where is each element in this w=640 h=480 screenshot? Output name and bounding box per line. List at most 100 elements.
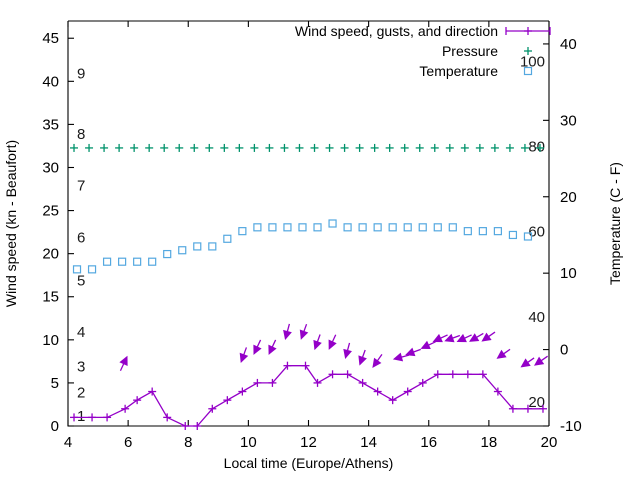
temperature-marker — [508, 230, 518, 240]
temperature-marker — [313, 223, 322, 232]
y-left-axis-title: Wind speed (kn - Beaufort) — [3, 140, 19, 307]
beaufort-label-2: 2 — [77, 385, 85, 402]
temperature-marker — [418, 223, 427, 232]
legend-marker-temperature — [523, 66, 533, 76]
temperature-marker — [87, 265, 97, 274]
wind-direction-arrow-head — [253, 344, 262, 355]
y-left-tick-label-10: 10 — [42, 332, 59, 349]
y-left-tick-label-20: 20 — [42, 246, 59, 263]
wind-direction-arrow-head — [444, 333, 455, 343]
temperature-marker — [448, 223, 457, 232]
wind-direction-arrow-head — [392, 352, 404, 362]
y-left-tick-label-0: 0 — [51, 418, 59, 435]
fahrenheit-label-100: 100 — [520, 54, 545, 71]
temperature-marker — [102, 257, 112, 266]
beaufort-label-8: 8 — [77, 126, 85, 143]
wind-direction-arrow-head — [328, 339, 337, 350]
temperature-marker — [493, 227, 502, 236]
temperature-marker — [193, 242, 202, 251]
beaufort-label-5: 5 — [77, 273, 85, 290]
wind-direction-arrow-head — [520, 358, 531, 368]
wind-direction-arrow-head — [496, 349, 507, 359]
x-tick-label-16: 16 — [420, 434, 437, 451]
temperature-marker — [433, 223, 442, 232]
wind-direction-arrow-head — [283, 329, 292, 341]
temperature-marker — [373, 223, 382, 232]
y-right-tick-label-30: 30 — [560, 112, 577, 129]
y-right-tick-label-40: 40 — [560, 36, 577, 53]
temperature-marker — [163, 249, 172, 259]
temperature-marker — [358, 223, 367, 232]
wind-direction-arrow-head — [481, 332, 492, 342]
y-left-tick-label-40: 40 — [42, 73, 59, 90]
y-left-tick-label-15: 15 — [42, 289, 59, 306]
wind-speed-line — [74, 365, 543, 427]
temperature-marker — [238, 227, 247, 236]
wind-direction-arrow-head — [469, 333, 480, 342]
temperature-marker — [343, 223, 352, 232]
beaufort-label-7: 7 — [77, 178, 85, 195]
wind-direction-arrow-head — [432, 333, 443, 343]
wind-direction-arrow-head — [358, 355, 367, 366]
temperature-marker — [223, 234, 232, 243]
temperature-marker — [298, 223, 307, 232]
x-tick-label-8: 8 — [184, 434, 192, 451]
temperature-marker — [253, 223, 262, 232]
y-left-tick-label-30: 30 — [42, 159, 59, 176]
temperature-marker — [72, 265, 82, 274]
x-tick-label-20: 20 — [541, 434, 558, 451]
y-left-tick-label-5: 5 — [51, 375, 59, 392]
x-tick-label-4: 4 — [64, 434, 72, 451]
beaufort-label-4: 4 — [77, 324, 85, 341]
y-left-tick-label-25: 25 — [42, 203, 59, 220]
temperature-marker — [478, 227, 487, 236]
temperature-marker — [388, 223, 397, 232]
y-right-axis-title: Temperature (C - F) — [607, 162, 623, 285]
temperature-marker — [118, 257, 127, 266]
wind-direction-arrow-head — [343, 348, 352, 359]
fahrenheit-label-20: 20 — [528, 394, 545, 411]
x-tick-label-18: 18 — [481, 434, 498, 451]
wind-direction-arrow-head — [456, 333, 467, 343]
wind-direction-arrow-head — [268, 344, 277, 355]
legend-label-1: Pressure — [442, 43, 498, 59]
y-left-tick-label-35: 35 — [42, 116, 59, 133]
wind-direction-arrow-head — [533, 356, 545, 366]
temperature-marker — [403, 223, 412, 232]
temperature-marker — [178, 246, 187, 255]
x-axis-title: Local time (Europe/Athens) — [224, 455, 394, 471]
fahrenheit-label-80: 80 — [528, 139, 545, 156]
fahrenheit-label-60: 60 — [528, 223, 545, 240]
fahrenheit-label-40: 40 — [528, 309, 545, 326]
wind-direction-arrow-head — [420, 340, 431, 350]
beaufort-label-1: 1 — [77, 408, 85, 425]
y-right-tick-label--10: -10 — [560, 418, 582, 435]
legend-label-2: Temperature — [419, 63, 498, 79]
y-left-tick-label-45: 45 — [42, 30, 59, 47]
wind-direction-arrow-head — [239, 352, 249, 364]
temperature-marker — [268, 223, 277, 232]
temperature-marker — [148, 257, 157, 266]
beaufort-label-6: 6 — [77, 229, 85, 246]
temperature-marker — [208, 242, 217, 251]
temperature-marker — [523, 232, 533, 241]
wind-direction-arrow-head — [372, 357, 382, 369]
wind-direction-arrow-head — [313, 339, 322, 351]
y-right-tick-label-0: 0 — [560, 342, 568, 359]
x-tick-label-14: 14 — [360, 434, 377, 451]
legend-label-0: Wind speed, gusts, and direction — [295, 23, 498, 39]
x-tick-label-10: 10 — [240, 434, 257, 451]
x-tick-label-12: 12 — [300, 434, 317, 451]
temperature-marker — [133, 257, 142, 266]
wind-direction-arrow-head — [119, 355, 128, 366]
x-tick-label-6: 6 — [124, 434, 132, 451]
wind-direction-arrow-head — [405, 347, 416, 357]
beaufort-label-3: 3 — [77, 359, 85, 376]
temperature-marker — [463, 227, 472, 236]
beaufort-label-9: 9 — [77, 66, 85, 83]
y-right-tick-label-10: 10 — [560, 265, 577, 282]
wind-direction-arrow-head — [299, 329, 309, 340]
temperature-marker — [328, 219, 337, 228]
